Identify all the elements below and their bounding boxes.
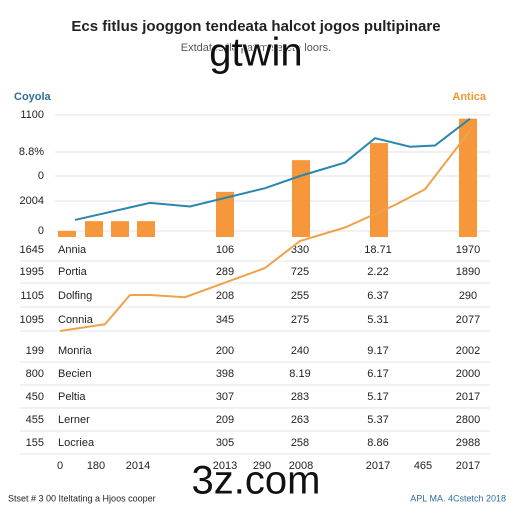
table-cell: 2.22: [367, 266, 388, 278]
table-cell: 2988: [456, 437, 480, 449]
y-axis-label: 0: [38, 170, 44, 182]
watermark: gtwin: [209, 31, 302, 75]
table-cell: 345: [216, 314, 234, 326]
table-cell: 290: [459, 290, 477, 302]
bar: [58, 230, 76, 237]
x-axis-label: 2014: [126, 460, 150, 472]
table-cell: 8.86: [367, 437, 388, 449]
bar: [85, 221, 103, 237]
bar: [111, 221, 129, 237]
table-cell: 255: [291, 290, 309, 302]
bar: [459, 118, 477, 237]
table-cell: 199: [26, 345, 44, 357]
table-cell: 1095: [20, 314, 44, 326]
row-name: Becien: [58, 368, 92, 380]
chart-subtitle: Extdates ile pat m se ete loors.: [181, 42, 331, 54]
row-name: Peltia: [58, 391, 86, 403]
table-cell: 2077: [456, 314, 480, 326]
row-name: Monria: [58, 345, 93, 357]
table-cell: 1105: [20, 290, 44, 302]
table-cell: 209: [216, 414, 234, 426]
row-name: Annia: [58, 244, 87, 256]
table-cell: 6.37: [367, 290, 388, 302]
row-name: Connia: [58, 314, 94, 326]
bar: [137, 221, 155, 237]
table-cell: 18.71: [364, 244, 392, 256]
table-cell: 289: [216, 266, 234, 278]
table-cell: 2800: [456, 414, 480, 426]
table-cell: 283: [291, 391, 309, 403]
right-label: Antica: [452, 91, 487, 103]
table-cell: 1645: [20, 244, 44, 256]
table-cell: 450: [26, 391, 44, 403]
table-cell: 2017: [456, 391, 480, 403]
watermark: 3z.com: [192, 459, 321, 503]
x-axis-label: 0: [57, 460, 63, 472]
row-name: Dolfing: [58, 290, 92, 302]
table-cell: 6.17: [367, 368, 388, 380]
row-name: Locriea: [58, 437, 95, 449]
y-axis-label: 1100: [20, 109, 44, 121]
table-cell: 200: [216, 345, 234, 357]
table-cell: 106: [216, 244, 234, 256]
y-axis-label: 8.8%: [19, 146, 44, 158]
x-axis-label: 180: [87, 460, 105, 472]
table-cell: 330: [291, 244, 309, 256]
line-series: [74, 117, 471, 221]
table-cell: 2000: [456, 368, 480, 380]
table-cell: 398: [216, 368, 234, 380]
table-cell: 208: [216, 290, 234, 302]
line-series: [59, 130, 471, 332]
table-cell: 1890: [456, 266, 480, 278]
table-cell: 9.17: [367, 345, 388, 357]
table-cell: 455: [26, 414, 44, 426]
footer-right: APL MA. 4Cstetch 2018: [410, 493, 506, 503]
row-name: Portia: [58, 266, 88, 278]
x-axis-label: 2017: [366, 460, 390, 472]
table-cell: 275: [291, 314, 309, 326]
x-axis-label: 2008: [289, 460, 313, 472]
bar: [370, 143, 388, 237]
table-cell: 800: [26, 368, 44, 380]
chart-title: Ecs fitlus jooggon tendeata halcot jogos…: [71, 18, 440, 35]
x-axis-label: 2013: [213, 460, 237, 472]
table-cell: 725: [291, 266, 309, 278]
table-cell: 5.17: [367, 391, 388, 403]
table-cell: 307: [216, 391, 234, 403]
table-cell: 8.19: [289, 368, 310, 380]
y-axis-label: 2004: [20, 195, 44, 207]
y-axis-label: 0: [38, 225, 44, 237]
table-cell: 5.37: [367, 414, 388, 426]
table-cell: 1995: [20, 266, 44, 278]
table-cell: 305: [216, 437, 234, 449]
row-name: Lerner: [58, 414, 90, 426]
table-cell: 2002: [456, 345, 480, 357]
table-cell: 240: [291, 345, 309, 357]
bar: [292, 160, 310, 237]
table-cell: 155: [26, 437, 44, 449]
table-cell: 263: [291, 414, 309, 426]
bar: [216, 191, 234, 237]
x-axis-label: 2017: [456, 460, 480, 472]
footer-left: Stset # 3 00 Iteltating a Hjoos cooper: [8, 493, 156, 503]
table-cell: 1970: [456, 244, 480, 256]
x-axis-label: 290: [253, 460, 271, 472]
x-axis-label: 465: [414, 460, 432, 472]
table-cell: 5.31: [367, 314, 388, 326]
table-cell: 258: [291, 437, 309, 449]
left-label: Coyola: [14, 91, 52, 103]
